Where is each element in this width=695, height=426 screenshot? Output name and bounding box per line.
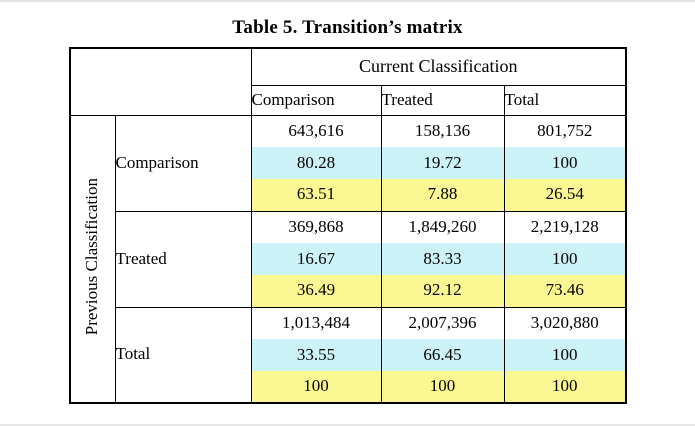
table-row: Treated 369,868 1,849,260 2,219,128: [70, 210, 627, 307]
col-pct-cell: 92.12: [380, 275, 505, 307]
count-cell: 3,020,880: [503, 306, 627, 339]
col-pct-cell: 100: [380, 371, 505, 403]
row-label-total: Total: [114, 306, 252, 403]
col-pct-cell: 36.49: [250, 275, 382, 307]
col-pct-cell: 100: [250, 371, 382, 403]
transition-matrix-table: Current Classification Comparison Treate…: [69, 47, 627, 404]
table-row: Previous Classification Comparison 643,6…: [69, 114, 627, 403]
corner-cell: [69, 48, 252, 116]
count-cell: 2,219,128: [503, 210, 627, 243]
count-cell: 801,752: [503, 114, 627, 147]
col-pct-cell: 100: [503, 371, 627, 403]
col-pct-cell: 26.54: [503, 179, 627, 211]
row-pct-cell: 16.67: [250, 243, 382, 275]
col-group-header: Current Classification: [250, 48, 627, 86]
table-row: 100 100 100: [70, 371, 627, 403]
row-pct-cell: 66.45: [380, 339, 505, 371]
table-row: 80.28 19.72 100: [70, 147, 627, 179]
count-cell: 1,849,260: [380, 210, 505, 243]
row-pct-cell: 100: [503, 147, 627, 179]
table-row: 36.49 92.12 73.46: [70, 275, 627, 307]
count-cell: 369,868: [250, 210, 382, 243]
row-pct-cell: 33.55: [250, 339, 382, 371]
row-group-header: Previous Classification: [69, 114, 116, 403]
table-row: 63.51 7.88 26.54: [70, 179, 627, 211]
header-row-group: Current Classification: [69, 48, 627, 116]
row-label-comparison: Comparison: [114, 114, 252, 211]
row-pct-cell: 19.72: [380, 147, 505, 179]
count-cell: 158,136: [380, 114, 505, 147]
col-pct-cell: 7.88: [380, 179, 505, 211]
col-pct-cell: 73.46: [503, 275, 627, 307]
col-pct-cell: 63.51: [250, 179, 382, 211]
row-pct-cell: 100: [503, 339, 627, 371]
table-title: Table 5. Transition’s matrix: [232, 17, 463, 38]
col-header-total: Total: [503, 85, 627, 116]
row-pct-cell: 100: [503, 243, 627, 275]
table-row: 33.55 66.45 100: [70, 339, 627, 371]
row-pct-cell: 80.28: [250, 147, 382, 179]
row-label-treated: Treated: [114, 210, 252, 307]
col-header-comparison: Comparison: [250, 85, 382, 116]
row-pct-cell: 83.33: [380, 243, 505, 275]
count-cell: 2,007,396: [380, 306, 505, 339]
count-cell: 1,013,484: [250, 306, 382, 339]
table-row: Total 1,013,484 2,007,396 3,020,880: [70, 306, 627, 403]
row-group-header-label: Previous Classification: [82, 177, 102, 336]
table-row: 16.67 83.33 100: [70, 243, 627, 275]
header-row-columns: Comparison Treated Total: [70, 85, 627, 116]
count-cell: 643,616: [250, 114, 382, 147]
col-header-treated: Treated: [380, 85, 505, 116]
